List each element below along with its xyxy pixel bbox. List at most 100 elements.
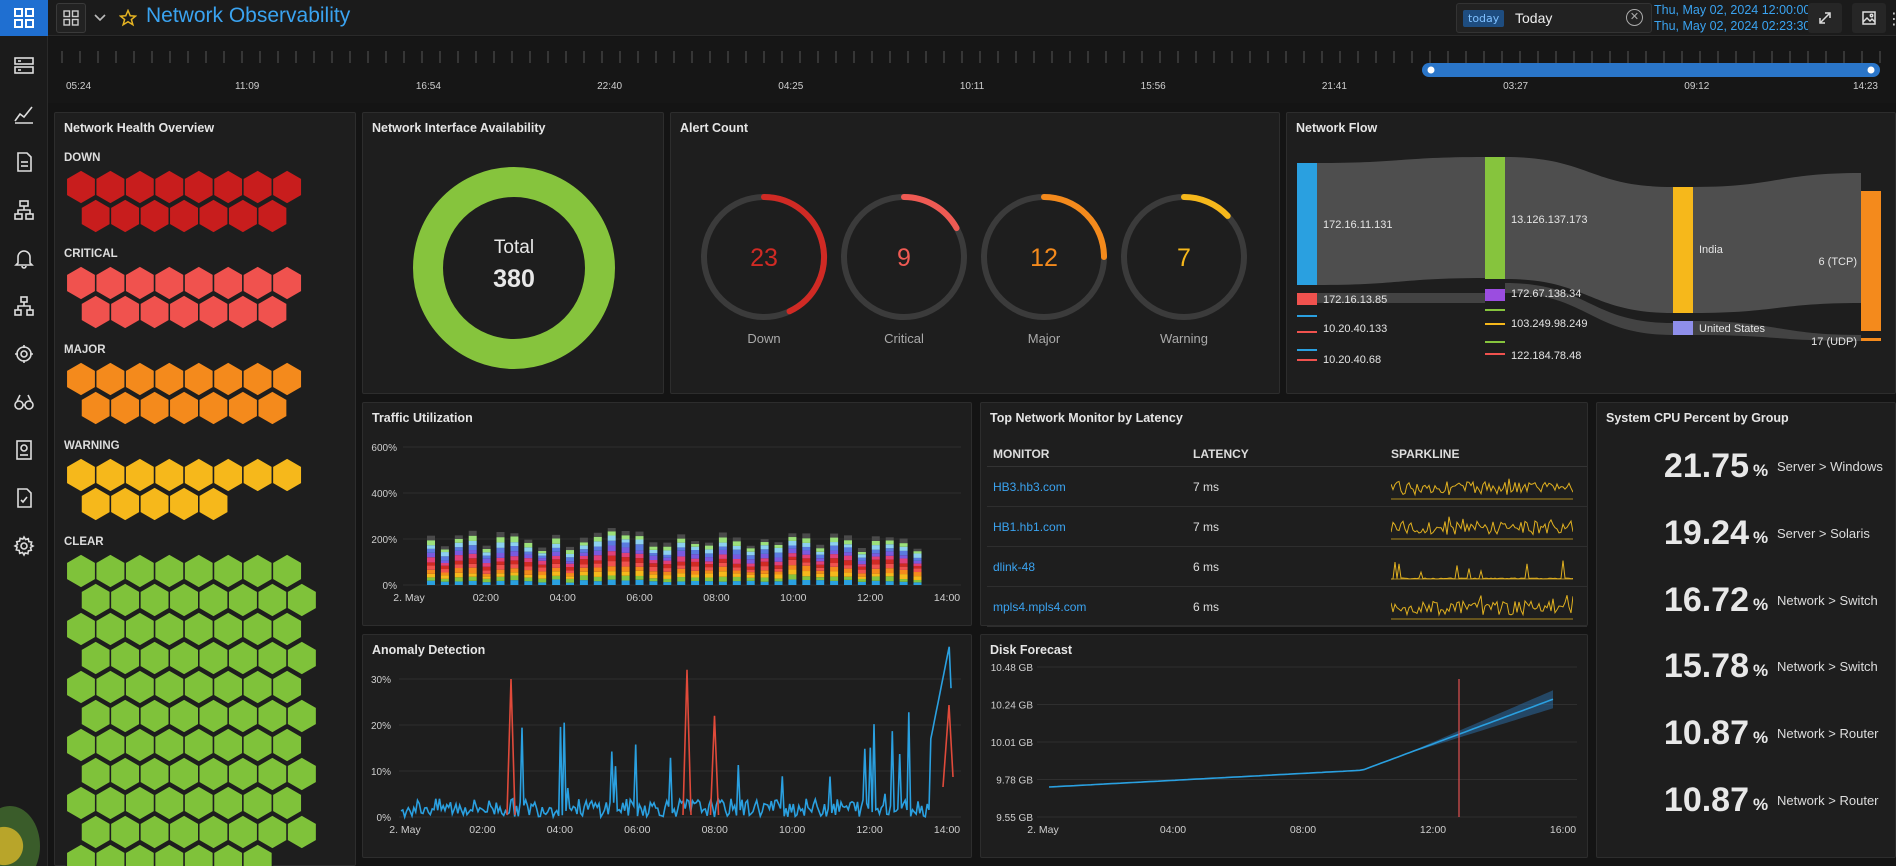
health-hex[interactable] bbox=[153, 265, 185, 301]
health-hex[interactable] bbox=[139, 582, 171, 618]
health-hex[interactable] bbox=[198, 640, 229, 676]
cpu-row[interactable]: 21.75% Server > Windows bbox=[1597, 441, 1896, 501]
health-hex[interactable] bbox=[124, 457, 156, 493]
health-hex[interactable] bbox=[153, 669, 185, 705]
health-hex[interactable] bbox=[168, 698, 200, 734]
cpu-row[interactable]: 10.87% Network > Router bbox=[1597, 775, 1896, 835]
gauge-arc[interactable] bbox=[1041, 194, 1107, 260]
health-hex[interactable] bbox=[212, 361, 244, 397]
health-hex[interactable] bbox=[256, 582, 288, 618]
availability-ring[interactable] bbox=[413, 167, 615, 369]
checklist-icon[interactable] bbox=[0, 478, 48, 518]
servers-icon[interactable] bbox=[0, 46, 48, 86]
timeline-navigator[interactable]: 05:24 11:09 16:54 22:40 04:25 10:11 15:56 21:41… bbox=[48, 37, 1896, 103]
health-hex[interactable] bbox=[212, 265, 244, 301]
sankey-node[interactable] bbox=[1861, 338, 1881, 341]
timeline-handle-left[interactable] bbox=[1427, 66, 1435, 74]
health-hex[interactable] bbox=[271, 553, 303, 589]
health-hex[interactable] bbox=[139, 698, 171, 734]
gauge-arc[interactable] bbox=[761, 194, 827, 315]
health-hex[interactable] bbox=[271, 361, 303, 397]
settings-gear-icon[interactable] bbox=[0, 526, 48, 566]
health-hex[interactable] bbox=[124, 843, 156, 866]
column-sparkline[interactable]: SPARKLINE bbox=[1391, 447, 1460, 461]
health-hex[interactable] bbox=[124, 785, 156, 821]
timeline-handle-right[interactable] bbox=[1867, 66, 1875, 74]
health-hex[interactable] bbox=[94, 361, 126, 397]
column-monitor[interactable]: MONITOR bbox=[993, 447, 1050, 461]
health-hex[interactable] bbox=[271, 669, 303, 705]
health-hex[interactable] bbox=[65, 727, 97, 763]
health-hex[interactable] bbox=[227, 294, 259, 330]
health-hex[interactable] bbox=[139, 814, 171, 850]
column-latency[interactable]: LATENCY bbox=[1193, 447, 1249, 461]
health-hex[interactable] bbox=[212, 843, 244, 866]
health-hex[interactable] bbox=[242, 611, 274, 647]
health-hex[interactable] bbox=[168, 390, 200, 426]
health-hex[interactable] bbox=[109, 640, 141, 676]
health-hex[interactable] bbox=[168, 756, 200, 792]
cpu-row[interactable]: 19.24% Server > Solaris bbox=[1597, 508, 1896, 568]
health-hex[interactable] bbox=[198, 390, 229, 426]
health-hex[interactable] bbox=[271, 457, 303, 493]
health-hex[interactable] bbox=[124, 611, 156, 647]
table-row[interactable]: HB3.hb3.com 7 ms bbox=[987, 467, 1587, 507]
monitor-link[interactable]: HB1.hb1.com bbox=[993, 520, 1066, 534]
health-hex[interactable] bbox=[153, 785, 185, 821]
health-hex[interactable] bbox=[242, 169, 274, 205]
health-hex[interactable] bbox=[65, 553, 97, 589]
topology-icon[interactable] bbox=[0, 190, 48, 230]
health-hex[interactable] bbox=[124, 727, 156, 763]
health-hex[interactable] bbox=[183, 727, 215, 763]
health-hex[interactable] bbox=[168, 294, 200, 330]
health-hex[interactable] bbox=[212, 727, 244, 763]
health-hex[interactable] bbox=[80, 294, 112, 330]
sankey-node[interactable] bbox=[1485, 323, 1505, 325]
health-hex[interactable] bbox=[242, 457, 274, 493]
health-hex[interactable] bbox=[124, 169, 156, 205]
health-hex[interactable] bbox=[94, 843, 126, 866]
reports-icon[interactable] bbox=[0, 142, 48, 182]
monitor-link[interactable]: HB3.hb3.com bbox=[993, 480, 1066, 494]
health-hex[interactable] bbox=[65, 265, 97, 301]
health-hex[interactable] bbox=[80, 640, 112, 676]
table-row[interactable]: dlink-48 6 ms bbox=[987, 547, 1587, 587]
health-hex[interactable] bbox=[124, 265, 156, 301]
health-hex[interactable] bbox=[212, 553, 244, 589]
health-hex[interactable] bbox=[227, 582, 259, 618]
health-hex[interactable] bbox=[94, 611, 126, 647]
health-hex[interactable] bbox=[183, 843, 215, 866]
health-hex[interactable] bbox=[286, 698, 318, 734]
health-hex[interactable] bbox=[94, 553, 126, 589]
health-hex[interactable] bbox=[80, 814, 112, 850]
health-hex[interactable] bbox=[271, 265, 303, 301]
export-image-button[interactable] bbox=[1852, 3, 1886, 33]
health-hex[interactable] bbox=[256, 198, 288, 234]
health-hex[interactable] bbox=[80, 390, 112, 426]
health-hex[interactable] bbox=[227, 698, 259, 734]
health-hex[interactable] bbox=[109, 486, 141, 522]
health-hex[interactable] bbox=[124, 361, 156, 397]
health-hex[interactable] bbox=[94, 669, 126, 705]
binoculars-icon[interactable] bbox=[0, 382, 48, 422]
health-hex[interactable] bbox=[227, 390, 259, 426]
metrics-icon[interactable] bbox=[0, 94, 48, 134]
health-hex[interactable] bbox=[94, 169, 126, 205]
health-hex[interactable] bbox=[242, 361, 274, 397]
monitor-link[interactable]: mpls4.mpls4.com bbox=[993, 600, 1087, 614]
health-hex[interactable] bbox=[286, 756, 318, 792]
audit-icon[interactable] bbox=[0, 430, 48, 470]
health-hex[interactable] bbox=[242, 553, 274, 589]
automation-icon[interactable] bbox=[0, 334, 48, 374]
health-hex[interactable] bbox=[94, 265, 126, 301]
cpu-row[interactable]: 16.72% Network > Switch bbox=[1597, 575, 1896, 635]
health-hex[interactable] bbox=[183, 669, 215, 705]
health-hex[interactable] bbox=[183, 785, 215, 821]
health-hex[interactable] bbox=[256, 814, 288, 850]
sankey-node[interactable] bbox=[1673, 321, 1693, 335]
sankey-node[interactable] bbox=[1297, 349, 1317, 351]
health-hex[interactable] bbox=[256, 698, 288, 734]
health-hex[interactable] bbox=[80, 756, 112, 792]
health-hex[interactable] bbox=[227, 814, 259, 850]
health-hex[interactable] bbox=[168, 198, 200, 234]
